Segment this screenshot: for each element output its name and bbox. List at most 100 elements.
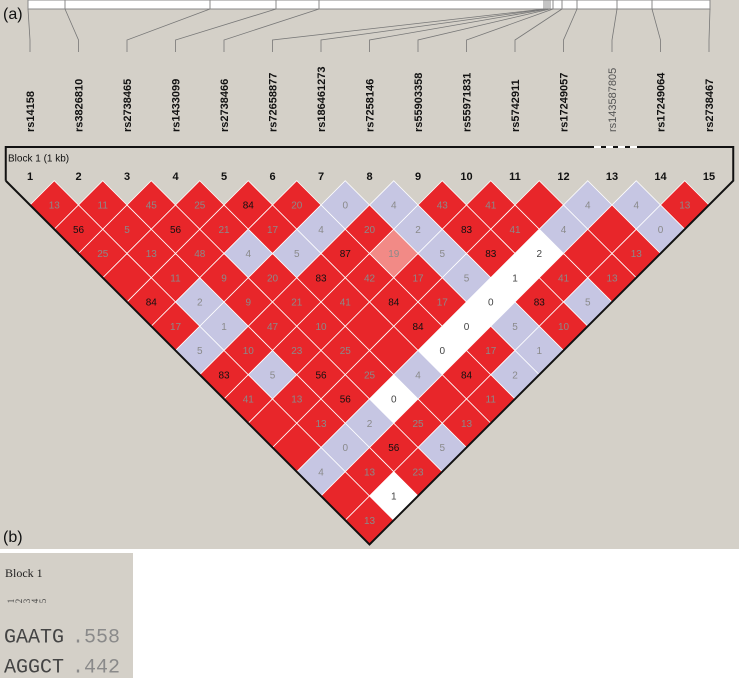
ld-value: 41 [558,273,570,284]
snp-name: rs2738466 [219,79,231,132]
ld-value: 2 [415,225,421,236]
ld-value: 0 [439,346,445,357]
ld-value: 25 [412,419,424,430]
haplotype-frequency: .442 [72,656,120,678]
ld-value: 13 [146,249,158,260]
ld-value: 41 [485,201,497,212]
ld-value: 5 [439,249,445,260]
ld-value: 23 [412,467,424,478]
ld-value: 17 [412,273,424,284]
ld-value: 43 [437,201,449,212]
ld-value: 5 [270,370,276,381]
ld-value: 25 [340,346,352,357]
snp-name: rs143587805 [607,68,619,132]
ld-value: 4 [391,201,397,212]
snp-name: rs55971831 [461,73,473,132]
ld-value: 56 [388,443,400,454]
connector [466,8,554,52]
ld-value: 83 [534,298,546,309]
ld-value: 83 [315,273,327,284]
ld-value: 13 [631,249,643,260]
block-title: Block 1 [5,566,43,580]
snp-number: 6 [269,171,275,183]
connector [272,8,545,52]
ld-value: 13 [49,201,61,212]
ld-value: 5 [294,249,300,260]
connector [126,8,211,52]
ld-value: 13 [461,419,473,430]
ld-value: 2 [512,370,518,381]
ld-value: 0 [342,201,348,212]
connector [708,8,711,52]
ld-value: 17 [485,346,497,357]
snp-name: rs2738465 [122,79,134,132]
snp-number: 13 [606,171,618,183]
ld-value: 1 [391,492,397,503]
ld-value: 48 [194,249,206,260]
snp-number: 14 [654,171,667,183]
ld-value: 4 [415,370,421,381]
ld-value: 11 [486,395,497,406]
ld-value: 9 [221,273,227,284]
ld-value: 4 [585,201,591,212]
ld-value: 9 [245,298,251,309]
snp-name: rs1433099 [170,79,182,132]
ld-value: 84 [146,298,158,309]
ld-value: 4 [318,225,324,236]
ld-value: 4 [633,201,639,212]
ld-value: 5 [124,225,130,236]
connector [369,8,549,52]
ld-value: 5 [512,322,518,333]
ld-value: 45 [146,201,158,212]
ld-value: 13 [315,419,327,430]
ld-value: 87 [340,249,352,260]
ld-value: 25 [364,370,376,381]
connector [175,8,277,52]
ld-value: 2 [197,298,203,309]
connector [611,8,618,52]
ld-value: 23 [291,346,303,357]
ld-value: 1 [512,273,518,284]
ld-value: 13 [606,273,618,284]
ld-value: 10 [558,322,570,333]
haplotype: GAATG [4,626,64,649]
connector [223,8,320,52]
ld-value: 21 [218,225,230,236]
ld-value: 19 [388,249,400,260]
ld-value: 0 [464,322,470,333]
ld-value: 83 [461,225,473,236]
ld-value: 84 [461,370,473,381]
snp-name: rs55903358 [413,73,425,132]
ld-value: 13 [679,201,691,212]
ld-value: 41 [509,225,521,236]
ld-value: 17 [437,298,449,309]
ld-value: 56 [340,395,352,406]
snp-number: 1 [27,171,33,183]
snp-name: rs186461273 [316,67,328,132]
ld-value: 10 [315,322,327,333]
ld-value: 20 [267,273,279,284]
snp-name: rs5742911 [510,79,522,132]
block-label: Block 1 (1 kb) [8,154,69,165]
marker-number: 2 [14,599,24,604]
marker-number: 5 [38,598,48,603]
snp-number: 11 [509,171,521,183]
snp-number: 2 [75,171,81,183]
ld-value: 5 [585,298,591,309]
ld-value: 56 [170,225,182,236]
block-outline [4,146,735,546]
snp-number: 3 [124,171,130,183]
snp-number: 9 [415,171,421,183]
connector [64,8,79,52]
snp-number: 7 [318,171,324,183]
ld-value: 4 [245,249,251,260]
position-track [27,0,711,10]
snp-name: rs7258146 [364,79,376,132]
ld-value: 10 [243,346,255,357]
ld-value: 41 [340,298,352,309]
connector [514,8,563,52]
ld-value: 13 [364,516,376,527]
ld-value: 17 [267,225,279,236]
